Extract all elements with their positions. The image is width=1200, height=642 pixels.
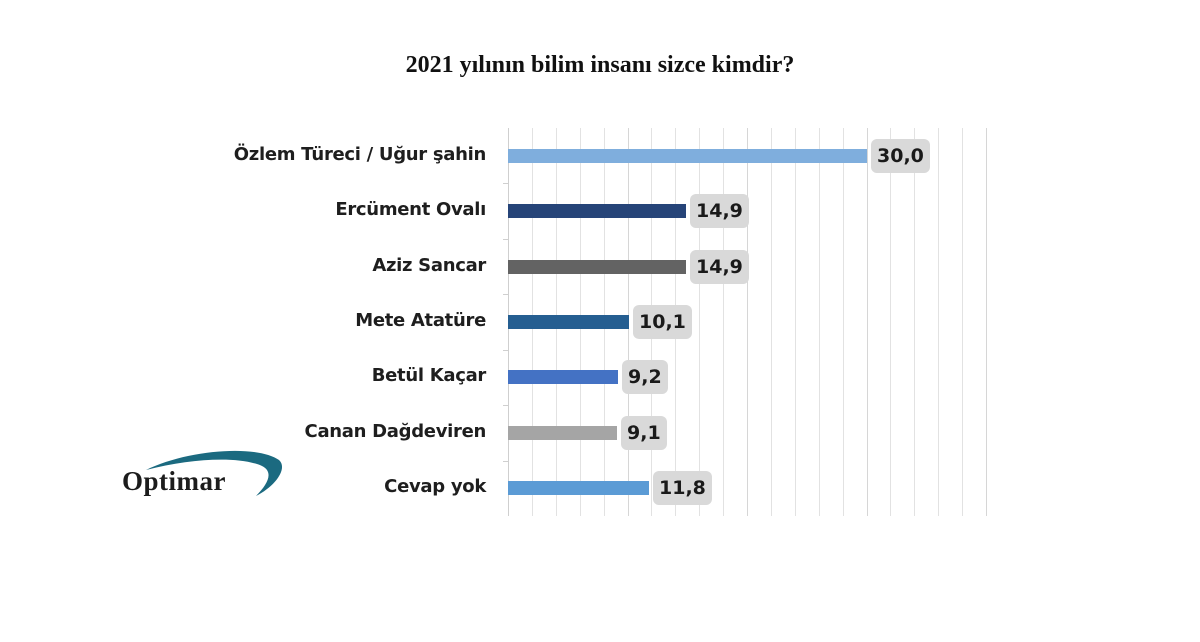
bar [508, 315, 629, 329]
gridline [890, 128, 891, 516]
gridline [819, 128, 820, 516]
data-label: 14,9 [690, 250, 749, 284]
category-label: Betül Kaçar [371, 365, 487, 386]
logo-swoosh-icon [146, 450, 283, 496]
gridline [867, 128, 868, 516]
axis-tick [503, 294, 508, 295]
data-label: 11,8 [653, 471, 712, 505]
data-label: 9,2 [622, 360, 668, 394]
gridline [938, 128, 939, 516]
gridline [962, 128, 963, 516]
data-label: 9,1 [621, 416, 667, 450]
bar [508, 149, 867, 163]
axis-tick [503, 183, 508, 184]
category-label: Ercüment Ovalı [335, 199, 486, 220]
bar [508, 426, 617, 440]
bar [508, 481, 649, 495]
gridline [914, 128, 915, 516]
axis-tick [503, 461, 508, 462]
data-label: 10,1 [633, 305, 692, 339]
gridline [723, 128, 724, 516]
data-label: 14,9 [690, 194, 749, 228]
category-label: Cevap yok [384, 476, 486, 497]
category-label: Mete Atatüre [355, 310, 486, 331]
chart-title: 2021 yılının bilim insanı sizce kimdir? [405, 52, 795, 78]
data-label: 30,0 [871, 139, 930, 173]
axis-tick [503, 405, 508, 406]
category-label: Canan Dağdeviren [304, 421, 487, 442]
gridline [843, 128, 844, 516]
gridline [699, 128, 700, 516]
optimar-logo: Optimar [116, 448, 286, 504]
gridline [747, 128, 748, 516]
axis-tick [503, 239, 508, 240]
bar [508, 370, 618, 384]
category-label: Aziz Sancar [372, 255, 486, 276]
logo-wordmark: Optimar [122, 466, 226, 496]
gridline [771, 128, 772, 516]
axis-tick [503, 350, 508, 351]
category-label: Özlem Türeci / Uğur şahin [233, 144, 487, 165]
plot-area: 30,0 14,9 14,9 10,1 9,2 9,1 11,8 [503, 128, 987, 516]
bar [508, 204, 686, 218]
bar [508, 260, 686, 274]
gridline [986, 128, 987, 516]
gridline [795, 128, 796, 516]
